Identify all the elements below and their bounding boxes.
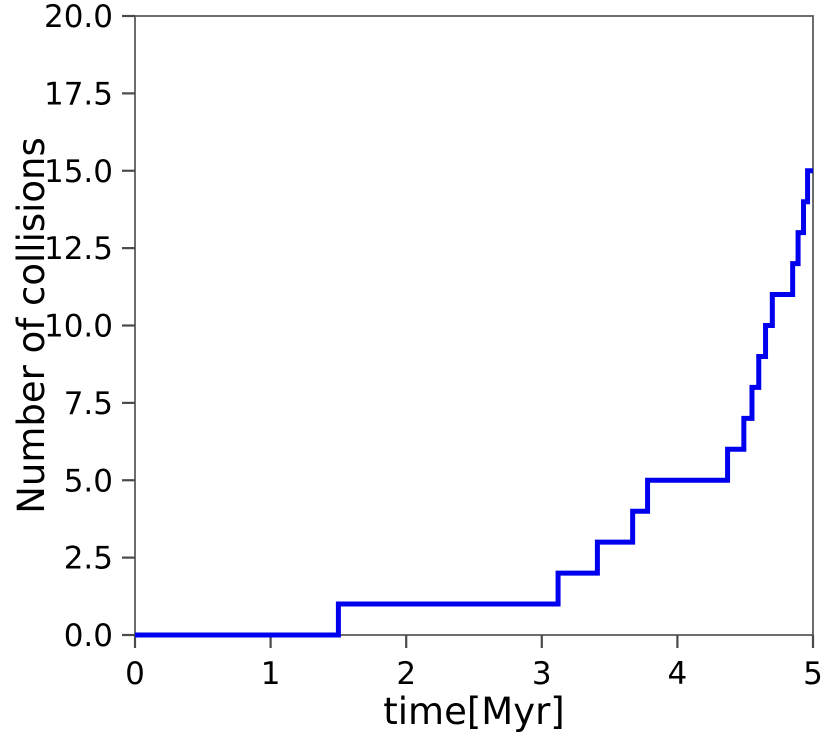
y-tick-label: 7.5 [64,386,113,422]
x-axis-label: time[Myr] [383,690,565,733]
y-tick-label: 0.0 [64,618,113,654]
x-tick-label: 5 [803,656,823,692]
y-tick-label: 20.0 [44,0,113,35]
y-tick-label: 17.5 [44,76,113,112]
plot-area-border [134,15,814,636]
y-tick-label: 10.0 [44,309,113,345]
y-tick-label: 5.0 [64,463,113,499]
x-axis-ticks: 0 1 2 3 4 5 [125,635,823,692]
x-tick-label: 3 [532,656,552,692]
x-tick-label: 0 [125,656,145,692]
collision-count-step-line [135,168,813,638]
y-tick-label: 2.5 [64,541,113,577]
x-tick-label: 2 [396,656,416,692]
x-tick-label: 1 [261,656,281,692]
y-tick-label: 12.5 [44,231,113,267]
y-axis-ticks: 0.0 2.5 5.0 7.5 10.0 12.5 15.0 17.5 20.0 [44,0,135,654]
y-axis-label: Number of collisions [10,137,53,514]
x-tick-label: 4 [668,656,688,692]
y-tick-label: 15.0 [44,154,113,190]
